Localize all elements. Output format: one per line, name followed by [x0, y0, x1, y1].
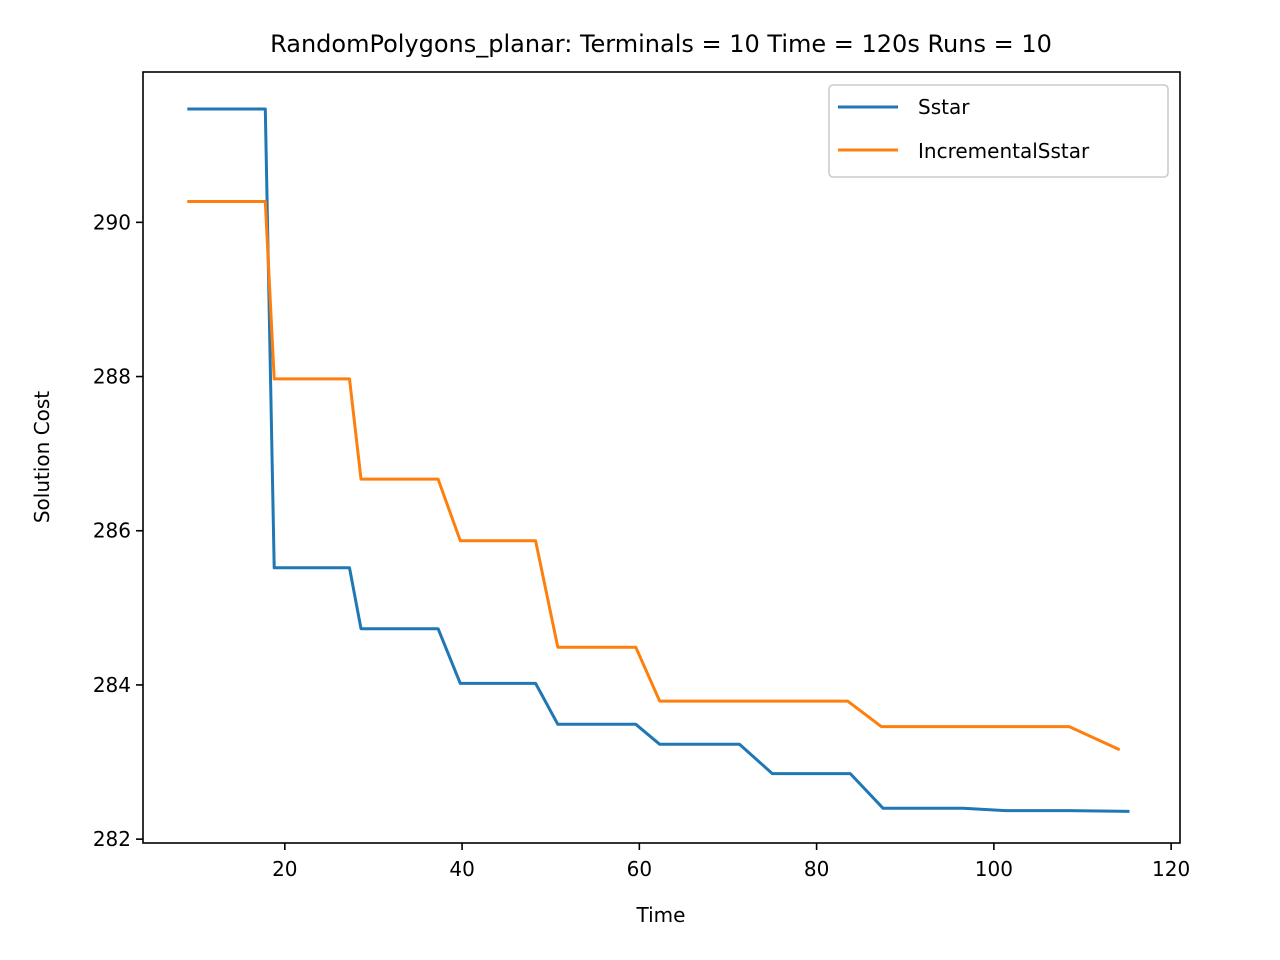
chart-title: RandomPolygons_planar: Terminals = 10 Ti…	[270, 30, 1052, 58]
x-axis-label: Time	[636, 903, 686, 927]
y-tick-label: 282	[93, 827, 131, 851]
plot-frame	[142, 71, 1181, 844]
legend: Sstar IncrementalSstar	[828, 84, 1169, 178]
x-tick-label: 100	[975, 857, 1013, 881]
x-tick-label: 40	[449, 857, 474, 881]
plot-lines	[187, 107, 1130, 813]
x-tick-label: 120	[1152, 857, 1190, 881]
y-tick-label: 286	[93, 519, 131, 543]
y-axis-ticks: 282 284 286 288 290	[93, 210, 143, 851]
y-tick-label: 288	[93, 365, 131, 389]
x-tick-label: 60	[627, 857, 652, 881]
series-line-sstar	[187, 107, 1130, 813]
legend-box	[828, 84, 1169, 178]
x-tick-label: 20	[272, 857, 297, 881]
legend-label-incrementalsstar: IncrementalSstar	[918, 139, 1090, 163]
series-line-incrementalsstar	[187, 200, 1121, 752]
y-tick-label: 290	[93, 210, 131, 234]
legend-label-sstar: Sstar	[918, 95, 970, 119]
y-tick-label: 284	[93, 673, 131, 697]
y-axis-label: Solution Cost	[30, 391, 54, 523]
x-tick-label: 80	[804, 857, 829, 881]
x-axis-ticks: 20 40 60 80 100 120	[272, 843, 1190, 881]
